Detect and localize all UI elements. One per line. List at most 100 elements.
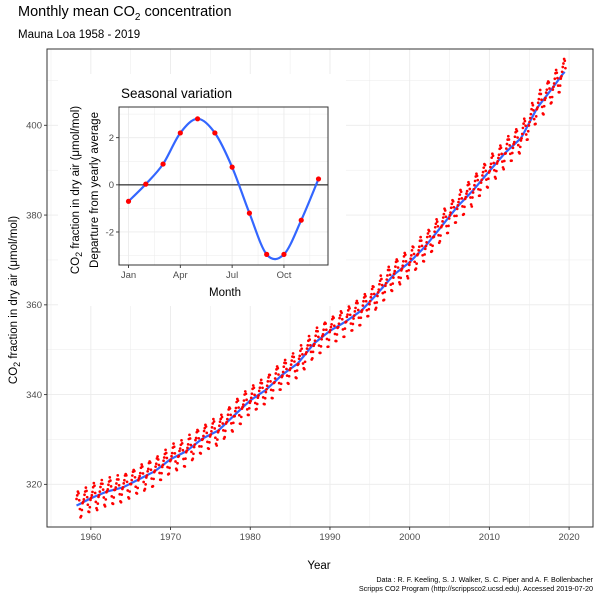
- monthly-point: [247, 406, 251, 410]
- monthly-point: [469, 196, 472, 199]
- monthly-point: [215, 444, 219, 447]
- monthly-point: [93, 484, 96, 488]
- monthly-point: [455, 214, 458, 218]
- monthly-point: [372, 285, 375, 289]
- monthly-point: [411, 245, 415, 249]
- monthly-point: [544, 96, 547, 100]
- monthly-point: [392, 272, 396, 275]
- monthly-point: [156, 455, 159, 458]
- monthly-point: [126, 489, 130, 492]
- monthly-point: [111, 502, 115, 506]
- monthly-point: [490, 156, 494, 160]
- monthly-point: [552, 85, 555, 89]
- monthly-point: [342, 335, 346, 339]
- monthly-point: [558, 90, 561, 94]
- monthly-point: [412, 252, 416, 256]
- monthly-point: [281, 374, 284, 378]
- monthly-point: [483, 163, 487, 167]
- monthly-point: [369, 295, 373, 299]
- monthly-point: [499, 146, 503, 150]
- monthly-point: [123, 478, 126, 482]
- monthly-point: [404, 260, 408, 263]
- monthly-point: [524, 133, 528, 136]
- monthly-point: [449, 211, 452, 214]
- monthly-point: [308, 338, 312, 341]
- monthly-point: [559, 77, 563, 80]
- monthly-point: [301, 362, 305, 365]
- monthly-point: [440, 224, 444, 227]
- monthly-point: [260, 381, 264, 385]
- monthly-point: [442, 212, 446, 216]
- seasonal-inset: Seasonal variation Jan Apr Jul Oct -2 0 2 Mon…: [58, 74, 346, 306]
- monthly-point: [407, 263, 411, 267]
- monthly-point: [479, 181, 483, 184]
- monthly-point: [311, 357, 314, 360]
- monthly-point: [266, 380, 270, 383]
- monthly-point: [447, 217, 451, 220]
- monthly-point: [516, 136, 519, 139]
- monthly-point: [181, 448, 185, 452]
- monthly-point: [80, 508, 84, 512]
- seasonal-point: [246, 210, 253, 216]
- monthly-point: [384, 281, 388, 285]
- main-x-ticks: 1960 1970 1980 1990 2000 2010 2020: [80, 527, 580, 543]
- monthly-point: [420, 244, 424, 248]
- inset-y-tick-label: -2: [106, 227, 114, 238]
- monthly-point: [102, 496, 106, 499]
- monthly-point: [455, 207, 459, 211]
- monthly-point: [122, 481, 126, 485]
- monthly-point: [364, 294, 367, 298]
- monthly-point: [473, 179, 477, 183]
- monthly-point: [444, 215, 448, 219]
- monthly-point: [394, 265, 397, 268]
- monthly-point: [433, 230, 436, 234]
- monthly-point: [518, 152, 521, 155]
- monthly-point: [458, 193, 462, 196]
- monthly-point: [443, 209, 447, 212]
- monthly-point: [209, 433, 213, 437]
- monthly-point: [149, 468, 153, 472]
- monthly-point: [88, 505, 92, 509]
- monthly-point: [168, 466, 171, 470]
- monthly-point: [512, 142, 515, 146]
- monthly-point: [384, 284, 387, 288]
- monthly-point: [101, 488, 105, 491]
- monthly-point: [191, 457, 195, 461]
- monthly-point: [368, 302, 371, 306]
- monthly-point: [488, 169, 492, 173]
- monthly-point: [85, 489, 88, 493]
- monthly-point: [560, 75, 563, 78]
- monthly-point: [239, 415, 243, 419]
- monthly-point: [236, 399, 240, 402]
- monthly-point: [449, 206, 453, 210]
- monthly-point: [414, 267, 418, 270]
- monthly-point: [324, 322, 327, 325]
- monthly-point: [348, 307, 351, 310]
- monthly-point: [387, 265, 391, 269]
- monthly-point: [158, 471, 161, 475]
- monthly-point: [148, 461, 152, 465]
- monthly-point: [388, 273, 392, 277]
- monthly-point: [338, 314, 342, 317]
- monthly-point: [220, 413, 223, 417]
- monthly-point: [498, 144, 502, 147]
- monthly-point: [332, 324, 336, 328]
- monthly-point: [277, 373, 280, 376]
- monthly-point: [429, 243, 432, 246]
- monthly-point: [295, 369, 299, 372]
- monthly-point: [112, 496, 116, 499]
- main-y-tick-label: 400: [26, 121, 42, 132]
- monthly-point: [424, 244, 428, 248]
- monthly-point: [285, 367, 288, 371]
- monthly-point: [231, 421, 235, 425]
- monthly-point: [561, 65, 565, 69]
- monthly-point: [228, 407, 232, 410]
- main-y-tick-label: 340: [26, 390, 42, 401]
- monthly-point: [389, 283, 393, 286]
- monthly-point: [467, 182, 471, 186]
- monthly-point: [528, 120, 531, 124]
- monthly-point: [479, 188, 482, 192]
- monthly-point: [522, 117, 526, 121]
- monthly-point: [530, 101, 534, 105]
- monthly-point: [526, 129, 530, 133]
